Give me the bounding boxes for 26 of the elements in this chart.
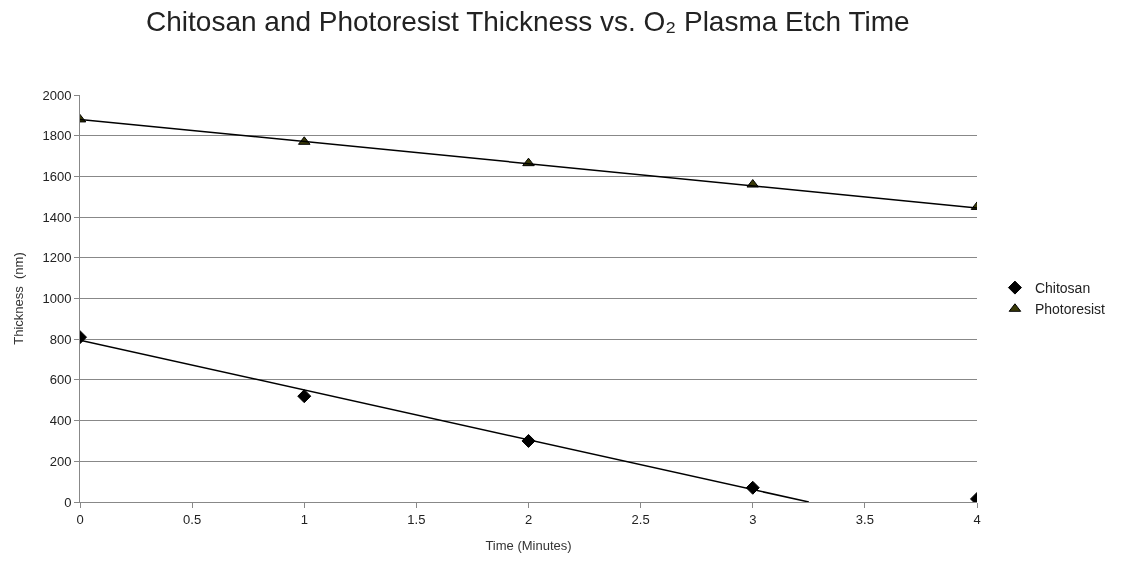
x-tick-label: 0.5 <box>183 511 202 527</box>
chart-title: Chitosan and Photoresist Thickness vs. O₂ Plasma Etch Time <box>146 5 910 37</box>
x-tick-label: 0 <box>76 511 84 527</box>
y-tick-label: 1800 <box>42 128 72 144</box>
y-tick-label: 600 <box>49 372 72 388</box>
x-tick-label: 4 <box>973 511 981 527</box>
y-tick-label: 1400 <box>42 209 72 225</box>
x-tick-label: 2 <box>524 511 533 527</box>
legend-label: Chitosan <box>1034 280 1091 297</box>
x-tick-label: 1.5 <box>407 511 426 527</box>
y-tick-label: 1200 <box>42 250 72 266</box>
y-tick-label: 1600 <box>42 168 72 184</box>
x-tick-label: 1 <box>300 511 308 527</box>
x-axis-title: Time (Minutes) <box>485 538 572 554</box>
y-tick-label: 400 <box>49 413 72 429</box>
x-tick-label: 3 <box>749 511 757 527</box>
point <box>297 389 312 404</box>
y-tick-label: 2000 <box>42 87 72 103</box>
legend-label: Photoresist <box>1034 301 1106 318</box>
y-tick-label: 0 <box>64 494 72 510</box>
y-tick-label: 800 <box>49 331 72 347</box>
y-tick-label: 1000 <box>42 291 72 307</box>
x-tick-label: 2.5 <box>631 511 650 527</box>
y-axis-title: Thickness (nm) <box>11 252 27 345</box>
x-tick-label: 3.5 <box>855 511 874 527</box>
y-tick-label: 200 <box>49 453 72 469</box>
